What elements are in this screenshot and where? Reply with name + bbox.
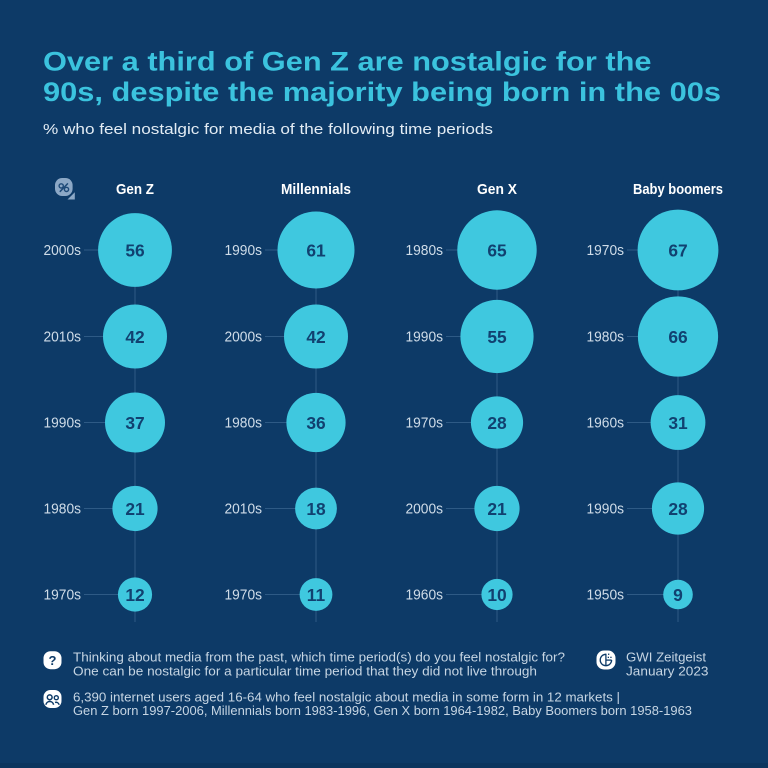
svg-text:61: 61 — [306, 240, 326, 260]
svg-text:Gen Z: Gen Z — [116, 181, 154, 198]
svg-text:2000s: 2000s — [406, 502, 444, 518]
svg-text:12: 12 — [125, 585, 144, 605]
svg-text:1980s: 1980s — [225, 416, 263, 432]
svg-text:67: 67 — [668, 240, 687, 260]
svg-text:90s, despite the majority bein: 90s, despite the majority being born in … — [43, 77, 721, 107]
svg-text:2000s: 2000s — [44, 243, 82, 259]
svg-text:Millennials: Millennials — [281, 181, 351, 198]
svg-text:1970s: 1970s — [44, 588, 82, 604]
svg-text:1950s: 1950s — [587, 588, 625, 604]
svg-text:% who feel nostalgic for media: % who feel nostalgic for media of the fo… — [43, 121, 493, 138]
svg-text:36: 36 — [306, 413, 326, 433]
svg-text:1980s: 1980s — [44, 502, 82, 518]
svg-text:66: 66 — [668, 327, 688, 347]
svg-text:10: 10 — [487, 585, 506, 605]
svg-text:9: 9 — [673, 585, 683, 605]
svg-text:28: 28 — [668, 499, 688, 519]
svg-text:1980s: 1980s — [587, 330, 625, 346]
svg-text:21: 21 — [487, 499, 507, 519]
svg-text:GWI Zeitgeist: GWI Zeitgeist — [626, 651, 707, 665]
svg-text:One can be nostalgic for a par: One can be nostalgic for a particular ti… — [73, 665, 537, 679]
svg-text:42: 42 — [306, 327, 325, 347]
svg-text:Gen Z born 1997-2006, Millenni: Gen Z born 1997-2006, Millennials born 1… — [73, 704, 692, 718]
svg-text:21: 21 — [125, 499, 145, 519]
svg-text:Over a third of Gen Z are nost: Over a third of Gen Z are nostalgic for … — [43, 46, 652, 76]
svg-text:55: 55 — [487, 327, 507, 347]
svg-text:?: ? — [49, 653, 57, 668]
svg-text:28: 28 — [487, 413, 507, 433]
svg-text:2010s: 2010s — [225, 502, 263, 518]
svg-text:Gen X: Gen X — [477, 181, 517, 198]
svg-text:1990s: 1990s — [225, 243, 263, 259]
svg-text:6,390 internet users aged 16-6: 6,390 internet users aged 16-64 who feel… — [73, 691, 620, 705]
svg-text:42: 42 — [125, 327, 144, 347]
svg-text:65: 65 — [487, 240, 507, 260]
svg-text:1990s: 1990s — [44, 416, 82, 432]
svg-text:56: 56 — [125, 240, 145, 260]
svg-text:2010s: 2010s — [44, 330, 82, 346]
svg-text:January 2023: January 2023 — [626, 665, 709, 679]
svg-text:Thinking about media from the: Thinking about media from the past, whic… — [73, 651, 565, 665]
svg-text:2000s: 2000s — [225, 330, 263, 346]
svg-text:1970s: 1970s — [225, 588, 263, 604]
svg-text:Baby boomers: Baby boomers — [633, 181, 723, 198]
svg-text:1990s: 1990s — [406, 330, 444, 346]
svg-text:11: 11 — [307, 585, 326, 605]
svg-text:1980s: 1980s — [406, 243, 444, 259]
svg-text:1960s: 1960s — [587, 416, 625, 432]
svg-text:18: 18 — [306, 499, 326, 519]
svg-text:1960s: 1960s — [406, 588, 444, 604]
svg-text:1990s: 1990s — [587, 502, 625, 518]
svg-text:1970s: 1970s — [406, 416, 444, 432]
svg-text:37: 37 — [125, 413, 144, 433]
svg-text:31: 31 — [668, 413, 688, 433]
svg-text:1970s: 1970s — [587, 243, 625, 259]
